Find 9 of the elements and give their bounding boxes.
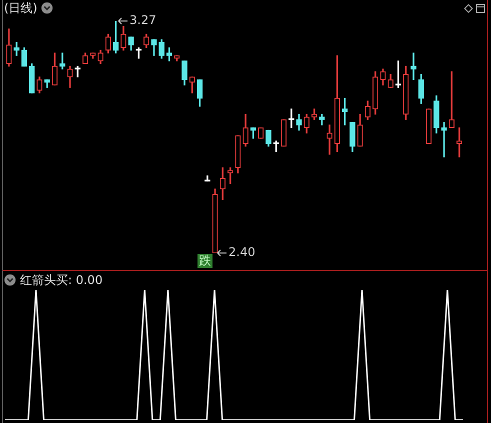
chart-title: 红箭头买: 0.00	[20, 273, 103, 287]
candlestick	[410, 52, 416, 80]
annotation: 2.40	[228, 245, 256, 260]
chart-title: (日线)	[4, 1, 38, 15]
candlestick	[441, 122, 447, 158]
candlestick	[326, 124, 332, 155]
annotation: 3.27	[130, 13, 156, 28]
text: 跌	[199, 254, 211, 268]
candlestick	[14, 42, 20, 56]
